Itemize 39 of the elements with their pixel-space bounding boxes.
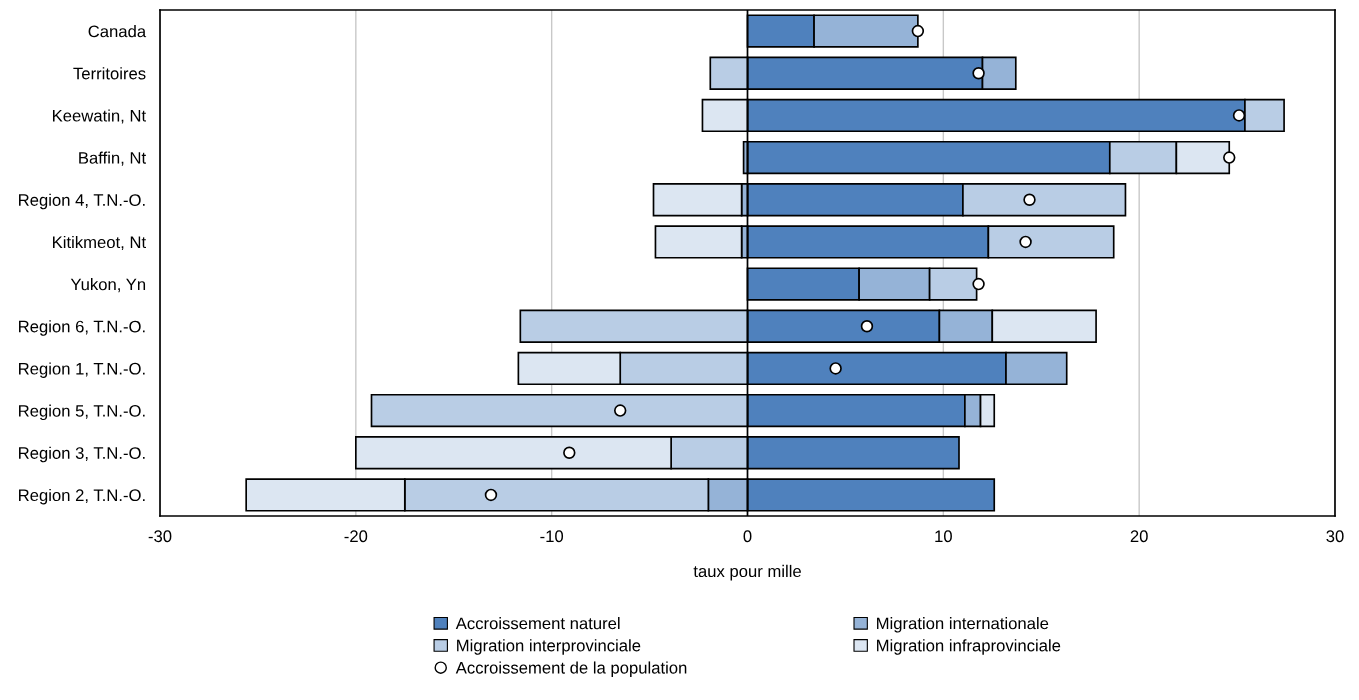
point xyxy=(1223,151,1236,164)
legend-label: Accroissement naturel xyxy=(455,617,620,630)
x-axis-title: taux pour mille xyxy=(693,564,801,581)
x-tick-label: -20 xyxy=(344,530,368,543)
legend-label: Accroissement de la population xyxy=(455,661,687,677)
y-tick-label: Keewatin, Nt xyxy=(52,109,146,124)
legend-label: Migration internationale xyxy=(877,617,1049,633)
y-tick-label: Territoires xyxy=(73,67,146,80)
point xyxy=(829,362,842,375)
y-tick-label: Region 4, T.N.-O. xyxy=(19,193,145,210)
y-tick-label: Region 3, T.N.-O. xyxy=(19,446,145,463)
point xyxy=(1232,109,1246,122)
point xyxy=(972,67,985,80)
y-tick-label: Kitikmeot, Nt xyxy=(53,235,146,251)
bar xyxy=(654,225,743,259)
y-tick-label: Region 1, T.N.-O. xyxy=(19,362,145,378)
point xyxy=(563,446,576,459)
y-tick-label: Baffin, Nt xyxy=(79,151,146,166)
point xyxy=(1023,193,1036,206)
point xyxy=(860,320,874,333)
y-tick-label: Region 6, T.N.-O. xyxy=(19,320,145,336)
legend-label: Migration interprovinciale xyxy=(457,639,641,655)
point xyxy=(1019,235,1032,249)
point xyxy=(972,277,985,291)
point xyxy=(613,404,627,417)
y-tick-label: Canada xyxy=(88,25,147,38)
x-tick-label: 30 xyxy=(1326,530,1344,543)
legend-label: Migration infraprovinciale xyxy=(877,639,1061,655)
x-tick-label: -30 xyxy=(148,530,172,543)
y-tick-label: Yukon, Yn xyxy=(70,278,146,293)
x-tick-label: 20 xyxy=(1130,530,1148,543)
x-tick-label: 0 xyxy=(743,530,752,543)
x-tick-label: -10 xyxy=(540,530,564,543)
point xyxy=(911,24,925,38)
y-tick-label: Region 5, T.N.-O. xyxy=(19,404,145,421)
bar xyxy=(652,183,743,217)
x-tick-label: 10 xyxy=(935,530,952,543)
point xyxy=(484,488,498,502)
y-tick-label: Region 2, T.N.-O. xyxy=(19,488,145,505)
